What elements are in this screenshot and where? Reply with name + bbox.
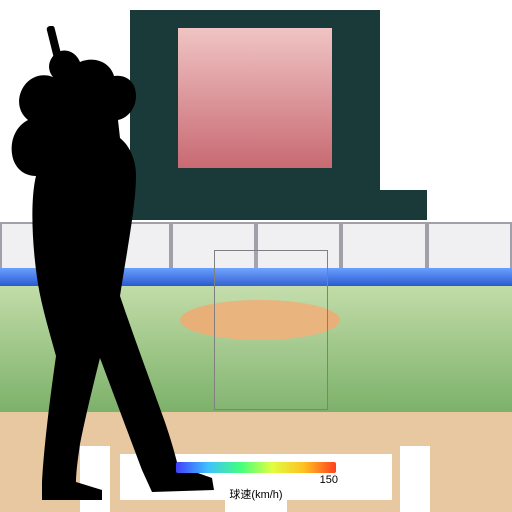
speed-gradient-bar [176,462,336,473]
plate-border-right [400,446,430,512]
speed-axis-label: 球速(km/h) [170,486,342,502]
tick-min: 100 [174,474,192,486]
tick-max: 150 [320,474,338,486]
batter-silhouette [2,26,230,502]
strike-zone [214,250,328,410]
speed-legend: 100 150 球速(km/h) [170,462,342,502]
speed-ticks: 100 150 [170,474,342,486]
